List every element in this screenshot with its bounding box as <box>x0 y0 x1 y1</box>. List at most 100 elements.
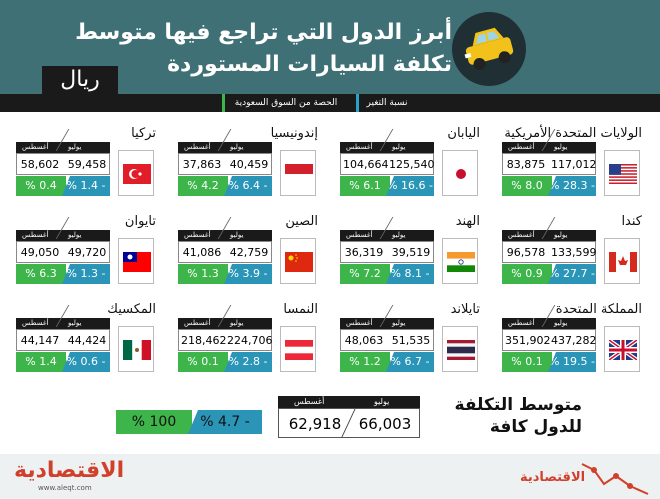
percent-row: 1.2 % - 6.7 % <box>340 352 434 372</box>
country-card: تركيا يوليو أغسطس 58,602 59,458 0.4 % - 1.4 % <box>16 126 156 212</box>
july-value: 224,706 <box>227 334 273 347</box>
japan-flag-icon <box>442 150 478 196</box>
july-label: يوليو <box>68 231 82 239</box>
market-share-value: 1.2 % <box>340 352 390 372</box>
change-value: - 6.7 % <box>386 352 434 372</box>
market-share-value: 0.1 % <box>178 352 228 372</box>
july-label: يوليو <box>230 231 244 239</box>
percent-row: 1.4 % - 0.6 % <box>16 352 110 372</box>
july-label: يوليو <box>392 319 406 327</box>
august-label: أغسطس <box>294 397 325 406</box>
august-value: 83,875 <box>506 158 546 171</box>
country-name: تايوان <box>124 214 156 229</box>
india-flag-icon <box>442 238 478 284</box>
country-card: اليابان يوليو أغسطس 104,664 125,540 6.1 % - 16… <box>340 126 480 212</box>
average-title-line1: متوسط التكلفة <box>454 395 582 415</box>
thailand-flag-icon <box>442 326 478 372</box>
august-label: أغسطس <box>508 231 535 239</box>
car-icon <box>452 12 526 86</box>
market-share-value: 1.4 % <box>16 352 66 372</box>
july-value: 40,459 <box>229 158 269 171</box>
percent-row: 0.1 % - 2.8 % <box>178 352 272 372</box>
country-card: النمسا يوليو أغسطس 218,462 224,706 0.1 % - 2.8… <box>178 302 318 388</box>
chart-title-line1: أبرز الدول التي تراجع فيها متوسط <box>75 20 452 45</box>
average-title-line2: للدول كافة <box>489 417 582 437</box>
change-value: - 1.3 % <box>62 264 110 284</box>
country-name: الصين <box>285 214 318 229</box>
country-card: تايلاند يوليو أغسطس 48,063 51,535 1.2 % - 6.7 … <box>340 302 480 388</box>
average-august-value: 62,918 <box>288 415 342 433</box>
legend-change: نسبة التغير <box>356 94 415 112</box>
july-value: 437,282 <box>551 334 597 347</box>
usa-flag-icon <box>604 150 640 196</box>
july-label: يوليو <box>68 143 82 151</box>
trend-line-icon <box>581 463 649 495</box>
country-card: المكسيك يوليو أغسطس 44,147 44,424 1.4 % - 0.6 … <box>16 302 156 388</box>
july-label: يوليو <box>392 231 406 239</box>
average-values: يوليو أغسطس 62,918 66,003 <box>278 396 420 440</box>
change-value: - 16.6 % <box>386 176 434 196</box>
month-header: يوليو أغسطس <box>16 142 110 153</box>
july-value: 117,012 <box>551 158 597 171</box>
change-value: - 0.6 % <box>62 352 110 372</box>
value-box: 44,147 44,424 <box>16 329 110 351</box>
market-share-value: 6.1 % <box>340 176 390 196</box>
average-value-box: 62,918 66,003 <box>278 408 420 438</box>
country-name: تايلاند <box>450 302 480 317</box>
average-month-header: يوليو أغسطس <box>278 396 420 408</box>
country-name: النمسا <box>283 302 318 317</box>
country-card: تايوان يوليو أغسطس 49,050 49,720 6.3 % - 1.3 % <box>16 214 156 300</box>
footer: الاقتصادية www.aleqt.com الاقتصادية <box>0 454 660 499</box>
change-value: - 27.7 % <box>548 264 596 284</box>
august-label: أغسطس <box>184 231 211 239</box>
change-value: - 3.9 % <box>224 264 272 284</box>
value-box: 58,602 59,458 <box>16 153 110 175</box>
value-box: 104,664 125,540 <box>340 153 435 175</box>
july-label: يوليو <box>554 231 568 239</box>
percent-row: 6.3 % - 1.3 % <box>16 264 110 284</box>
july-label: يوليو <box>230 319 244 327</box>
month-header: يوليو أغسطس <box>178 142 272 153</box>
july-value: 49,720 <box>67 246 107 259</box>
header-banner: أبرز الدول التي تراجع فيها متوسط تكلفة ا… <box>0 0 660 94</box>
market-share-value: 0.4 % <box>16 176 66 196</box>
change-value: - 8.1 % <box>386 264 434 284</box>
canada-flag-icon <box>604 238 640 284</box>
footer-url: www.aleqt.com <box>38 484 92 492</box>
august-label: أغسطس <box>508 319 535 327</box>
month-header: يوليو أغسطس <box>340 230 434 241</box>
august-value: 37,863 <box>182 158 222 171</box>
market-share-value: 4.2 % <box>178 176 228 196</box>
month-header: يوليو أغسطس <box>340 142 434 153</box>
august-value: 49,050 <box>20 246 60 259</box>
country-name: المكسيك <box>107 302 156 317</box>
average-percent: 100 % - 4.7 % <box>116 410 262 434</box>
month-header: يوليو أغسطس <box>502 318 596 329</box>
country-card: المملكة المتحدة يوليو أغسطس 351,902 437,282 0… <box>502 302 642 388</box>
august-label: أغسطس <box>346 231 373 239</box>
value-box: 41,086 42,759 <box>178 241 272 263</box>
august-value: 41,086 <box>182 246 222 259</box>
average-share: 100 % <box>116 410 192 434</box>
china-flag-icon <box>280 238 316 284</box>
value-box: 96,578 133,599 <box>502 241 597 263</box>
change-value: - 19.5 % <box>548 352 596 372</box>
market-share-value: 0.9 % <box>502 264 552 284</box>
august-label: أغسطس <box>184 319 211 327</box>
market-share-value: 6.3 % <box>16 264 66 284</box>
august-label: أغسطس <box>22 319 49 327</box>
percent-row: 0.1 % - 19.5 % <box>502 352 596 372</box>
july-value: 39,519 <box>391 246 431 259</box>
country-name: اليابان <box>447 126 480 141</box>
market-share-value: 0.1 % <box>502 352 552 372</box>
august-value: 351,902 <box>505 334 551 347</box>
august-value: 104,664 <box>343 158 389 171</box>
august-label: أغسطس <box>22 231 49 239</box>
percent-row: 6.1 % - 16.6 % <box>340 176 434 196</box>
country-name: الولايات المتحدة الأمريكية <box>504 126 642 141</box>
country-name: إندونيسيا <box>270 126 318 141</box>
legend-share: الحصة من السوق السعودية <box>222 94 347 112</box>
country-card: إندونيسيا يوليو أغسطس 37,863 40,459 4.2 % - 6.… <box>178 126 318 212</box>
august-value: 44,147 <box>20 334 60 347</box>
august-value: 36,319 <box>344 246 384 259</box>
